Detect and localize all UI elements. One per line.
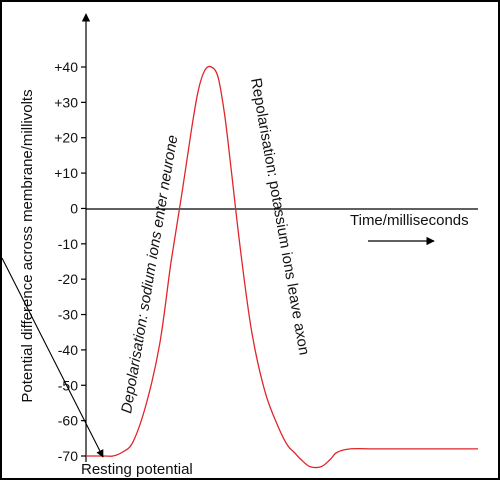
y-tick-label: +10 <box>54 165 78 181</box>
y-tick-label: +40 <box>54 59 78 75</box>
resting-pointer-arrow <box>1 257 104 458</box>
y-tick-label: -70 <box>58 448 78 464</box>
y-tick-label: -20 <box>58 271 78 287</box>
y-tick-label: -30 <box>58 307 78 323</box>
y-tick-label: -50 <box>58 377 78 393</box>
y-tick-label: -10 <box>58 236 78 252</box>
depolarisation-label: Depolarisation: sodium ions enter neuron… <box>118 134 181 415</box>
y-axis-title: Potential difference across membrane/mil… <box>19 89 36 402</box>
y-tick-label: -40 <box>58 342 78 358</box>
resting-potential-label: Resting potential <box>81 461 193 478</box>
y-tick-label: +30 <box>54 94 78 110</box>
action-potential-curve <box>86 65 478 469</box>
y-tick-label: -60 <box>58 413 78 429</box>
y-ticks: +40 +30 +20 +10 0 -10 -20 -30 -40 -50 -60 -70 <box>54 59 86 464</box>
x-axis-title-clip: Time/milliseconds <box>350 212 469 229</box>
repolarisation-label: Repolarisation: potassium ions leave axo… <box>247 77 313 357</box>
y-tick-label: 0 <box>70 200 78 216</box>
x-axis-title: Time/milliseconds <box>350 212 469 229</box>
y-tick-label: +20 <box>54 130 78 146</box>
